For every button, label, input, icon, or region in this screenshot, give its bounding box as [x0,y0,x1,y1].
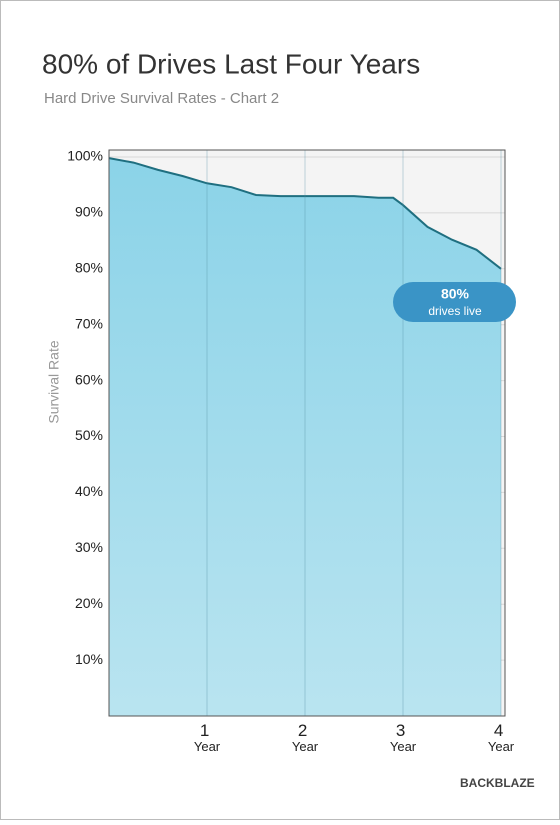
logo: BACKBLAZE [460,776,535,790]
line [108,157,502,270]
x-tick-label: 4 Year [488,721,515,754]
x-tick-label: 1 Year [194,721,221,754]
y-tick-label: 60% [75,371,103,387]
x-tick-label: 3 Year [390,721,417,754]
plot-border [108,149,506,717]
y-tick-label: 30% [75,539,103,555]
chart-subtitle: Hard Drive Survival Rates - Chart 2 [44,90,279,107]
y-tick-label: 90% [75,204,103,220]
y-tick-label: 10% [75,651,103,667]
x-tick-label: 2 Year [292,721,319,754]
chart-title: 80% of Drives Last Four Years [42,48,420,79]
annotation-box [393,282,516,322]
y-axis-label: Survival Rate [46,340,62,423]
y-tick-label: 80% [75,260,103,276]
y-tick-label: 20% [75,595,103,611]
y-tick-label: 40% [75,483,103,499]
y-tick-label: 100% [67,148,103,164]
plot: 10% 20% 30% 40% 50% 60% 70% 80% 90% 100% 1 Year 2 Y… [67,148,515,755]
y-tick-label: 50% [75,427,103,443]
annotation: drives live [428,304,482,318]
annotation: 80% [441,286,470,302]
y-tick-label: 70% [75,315,103,331]
